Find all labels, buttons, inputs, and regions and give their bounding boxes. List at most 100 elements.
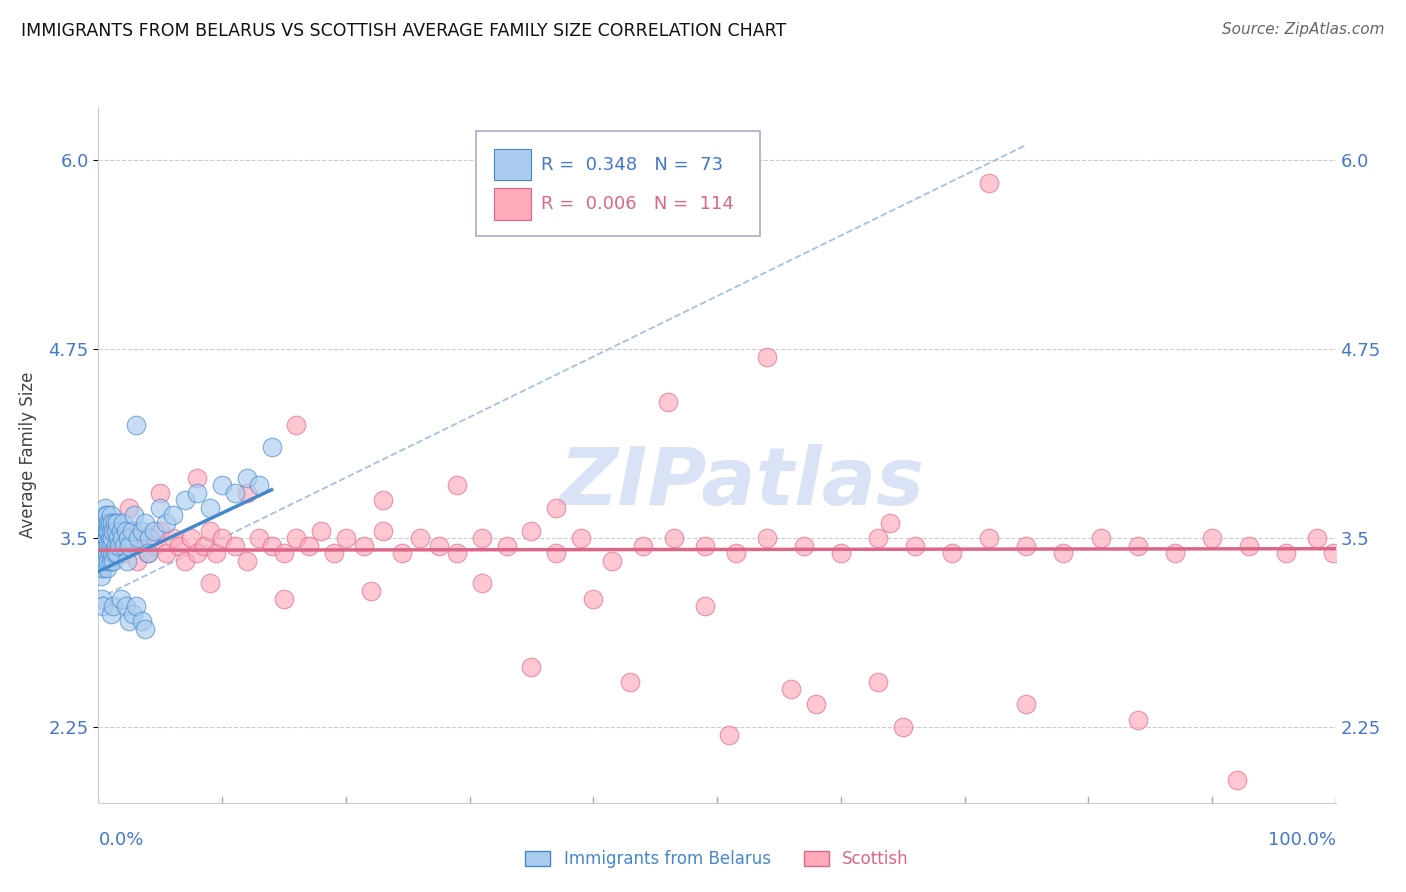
Point	[631, 539, 654, 553]
Text: Source: ZipAtlas.com: Source: ZipAtlas.com	[1222, 22, 1385, 37]
Point	[495, 539, 517, 553]
Text: ZIPatlas: ZIPatlas	[560, 443, 924, 522]
Bar	[495, 149, 531, 180]
Point	[100, 554, 122, 568]
Point	[111, 531, 134, 545]
Point	[804, 698, 827, 712]
Point	[247, 531, 270, 545]
Point	[93, 524, 115, 538]
Point	[110, 524, 132, 538]
Point	[94, 531, 117, 545]
Point	[224, 539, 246, 553]
Point	[546, 500, 568, 515]
Point	[101, 516, 124, 530]
Point	[198, 500, 221, 515]
Point	[114, 524, 136, 538]
Text: 0.0%: 0.0%	[98, 830, 143, 848]
Point	[1126, 713, 1149, 727]
Point	[471, 531, 494, 545]
Point	[198, 524, 221, 538]
Point	[718, 728, 741, 742]
Point	[236, 554, 259, 568]
Legend: Immigrants from Belarus, Scottish: Immigrants from Belarus, Scottish	[519, 843, 915, 874]
Point	[793, 539, 815, 553]
Point	[96, 561, 118, 575]
Point	[124, 599, 146, 614]
Point	[103, 516, 125, 530]
Point	[96, 524, 118, 538]
Point	[149, 524, 172, 538]
Point	[96, 531, 118, 545]
Point	[93, 531, 115, 545]
Point	[93, 561, 115, 575]
Point	[335, 531, 357, 545]
Point	[693, 599, 716, 614]
Point	[1322, 546, 1344, 560]
Point	[118, 615, 141, 629]
Point	[93, 546, 115, 560]
Point	[285, 531, 308, 545]
Point	[97, 524, 120, 538]
Point	[1015, 539, 1038, 553]
Point	[118, 539, 141, 553]
Point	[446, 478, 468, 492]
Point	[371, 524, 394, 538]
Point	[112, 546, 135, 560]
Point	[101, 531, 124, 545]
Point	[91, 531, 114, 545]
Point	[90, 546, 112, 560]
Point	[162, 508, 184, 523]
Point	[600, 554, 623, 568]
Point	[186, 546, 208, 560]
Point	[97, 516, 120, 530]
Text: 100.0%: 100.0%	[1268, 830, 1336, 848]
Point	[236, 485, 259, 500]
Point	[866, 531, 889, 545]
Point	[143, 524, 166, 538]
Point	[520, 524, 543, 538]
Point	[131, 531, 153, 545]
Point	[1090, 531, 1112, 545]
Text: R =  0.348   N =  73: R = 0.348 N = 73	[541, 156, 724, 174]
Point	[1237, 539, 1260, 553]
Point	[391, 546, 413, 560]
Point	[103, 599, 125, 614]
Point	[1275, 546, 1298, 560]
Point	[107, 531, 129, 545]
Point	[105, 516, 128, 530]
Point	[104, 539, 127, 553]
Point	[101, 546, 124, 560]
Point	[115, 554, 138, 568]
Point	[174, 493, 197, 508]
Point	[273, 591, 295, 606]
Point	[1052, 546, 1074, 560]
Point	[93, 516, 115, 530]
Point	[91, 516, 114, 530]
Point	[124, 417, 146, 432]
Point	[124, 508, 146, 523]
Point	[97, 539, 120, 553]
Point	[118, 539, 141, 553]
Point	[1164, 546, 1187, 560]
Point	[724, 546, 747, 560]
Point	[131, 524, 153, 538]
Point	[107, 539, 129, 553]
Point	[186, 485, 208, 500]
Point	[904, 539, 927, 553]
Point	[205, 546, 228, 560]
Y-axis label: Average Family Size: Average Family Size	[20, 372, 38, 538]
Point	[830, 546, 852, 560]
Point	[211, 478, 233, 492]
Point	[546, 546, 568, 560]
Point	[569, 531, 592, 545]
Point	[360, 584, 382, 599]
Bar	[495, 188, 531, 219]
Point	[427, 539, 450, 553]
Point	[94, 554, 117, 568]
Point	[136, 546, 159, 560]
Point	[96, 531, 118, 545]
Point	[117, 531, 139, 545]
Point	[1126, 539, 1149, 553]
Point	[149, 500, 172, 515]
Point	[866, 674, 889, 689]
